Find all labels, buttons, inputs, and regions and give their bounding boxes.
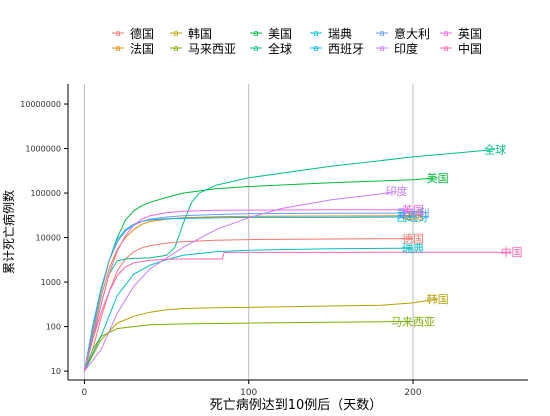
y-tick-label: 100000: [30, 189, 61, 198]
end-label: 中国: [501, 246, 523, 259]
end-label: 法国: [402, 209, 424, 223]
end-label: 韩国: [427, 292, 449, 306]
legend-label: 西班牙: [328, 42, 364, 56]
legend-key-glyph: a: [379, 29, 385, 39]
legend-item: a 瑞典: [310, 27, 352, 41]
legend-label: 美国: [268, 27, 292, 41]
end-label: 全球: [484, 143, 506, 157]
axes: 0 100 200 10 100 1000 10000 100000 1000000 100000…: [20, 84, 528, 398]
legend-label: 韩国: [188, 26, 212, 41]
series-line-中国: [83, 251, 512, 372]
legend-item: a 印度: [376, 41, 418, 56]
end-label: 英国: [402, 203, 424, 217]
legend-item: a 美国: [250, 27, 292, 41]
series-line-韩国: [83, 298, 438, 372]
y-tick-label: 10000: [36, 234, 61, 243]
legend-item: a 英国: [440, 27, 482, 41]
legend-key-glyph: a: [313, 44, 319, 54]
legend-label: 印度: [394, 41, 418, 56]
legend-item: a 法国: [112, 42, 154, 56]
legend-key-glyph: a: [313, 29, 319, 39]
series-line-法国: [83, 215, 414, 372]
end-label: 印度: [386, 184, 408, 198]
end-label: 马来西亚: [391, 316, 435, 329]
end-label: 美国: [427, 172, 449, 185]
series-line-印度: [84, 190, 397, 372]
series-lines: [83, 149, 512, 372]
legend-item: a 德国: [112, 26, 154, 41]
legend-item: a 全球: [250, 41, 292, 56]
legend-item: a 马来西亚: [170, 42, 236, 56]
legend-key-glyph: a: [253, 29, 259, 39]
legend-label: 英国: [458, 27, 482, 41]
end-label: 瑞典: [402, 241, 424, 255]
legend-label: 法国: [130, 42, 154, 56]
grid: [83, 84, 414, 380]
series-line-美国: [83, 177, 438, 372]
legend-label: 中国: [458, 41, 482, 56]
legend-label: 全球: [268, 41, 292, 56]
x-axis-title: 死亡病例达到10例后（天数）: [210, 398, 383, 412]
x-tick-label: 200: [404, 388, 421, 398]
legend-label: 德国: [130, 26, 154, 41]
legend-key-glyph: a: [253, 44, 259, 54]
legend-label: 瑞典: [328, 27, 352, 41]
legend-key-glyph: a: [379, 44, 385, 54]
series-line-德国: [83, 238, 414, 372]
y-tick-label: 10: [51, 367, 61, 376]
legend-key-glyph: a: [115, 44, 121, 54]
legend-item: a 西班牙: [310, 42, 364, 56]
legend-label: 意大利: [394, 26, 430, 41]
legend-item: a 意大利: [376, 26, 430, 41]
legend-item: a 韩国: [170, 26, 212, 41]
series-line-意大利: [83, 212, 414, 372]
legend-key-glyph: a: [173, 44, 179, 54]
legend-key-glyph: a: [115, 29, 121, 39]
y-tick-label: 1000000: [25, 145, 61, 154]
end-label: 德国: [402, 232, 424, 246]
series-line-英国: [83, 209, 413, 372]
x-tick-label: 0: [82, 388, 88, 398]
legend: a 德国 a 法国 a 韩国 a 马来西亚 a 美国 a 全球 a 瑞典 a 西班牙 a 意大利 a 印度 a 英国 a 中国: [112, 26, 482, 56]
legend-key-glyph: a: [443, 44, 449, 54]
legend-item: a 中国: [440, 41, 482, 56]
y-axis-title: 累计死亡病例数: [1, 190, 16, 274]
series-line-马来西亚: [83, 321, 414, 372]
y-tick-label: 100: [46, 323, 61, 332]
x-tick-label: 100: [240, 388, 257, 398]
end-label: 西班牙: [397, 211, 430, 224]
legend-label: 马来西亚: [188, 42, 236, 56]
y-tick-label: 1000: [41, 278, 61, 287]
y-tick-label: 10000000: [20, 100, 61, 109]
end-label: 意大利: [397, 206, 430, 220]
legend-key-glyph: a: [443, 29, 449, 39]
legend-key-glyph: a: [173, 29, 179, 39]
